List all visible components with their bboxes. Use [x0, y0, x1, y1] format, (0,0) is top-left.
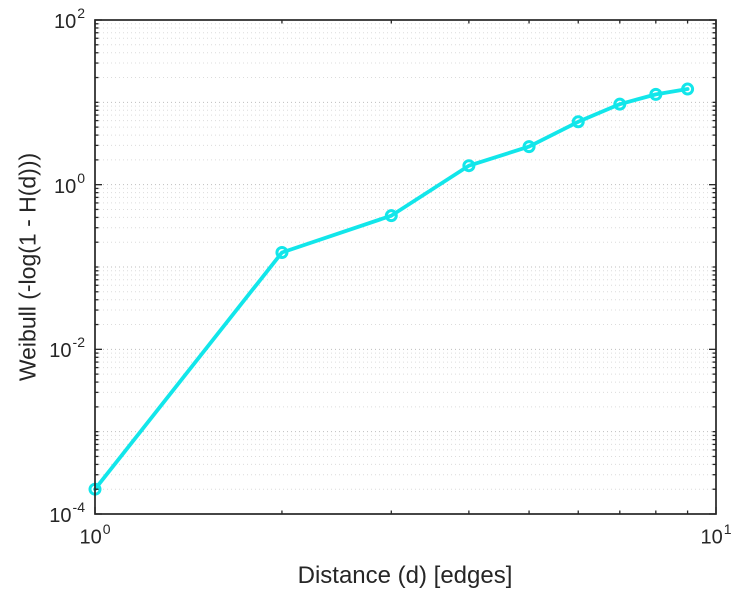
data-point-marker	[571, 115, 585, 129]
x-axis-label: Distance (d) [edges]	[297, 562, 513, 589]
data-point-marker	[275, 246, 289, 260]
data-point-marker	[649, 87, 663, 101]
data-point-marker	[462, 159, 476, 173]
y-tick-label: 100	[53, 169, 85, 198]
data-point-marker	[384, 209, 398, 223]
y-axis-label: Weibull (-log(1 - H(d)))	[14, 152, 41, 382]
data-point-marker	[681, 82, 695, 96]
x-tick-label: 101	[700, 520, 732, 549]
data-point-marker	[613, 97, 627, 111]
data-line	[93, 87, 690, 492]
axes-box	[94, 19, 717, 515]
y-tick-label: 102	[53, 5, 85, 33]
x-tick-label: 100	[79, 520, 111, 549]
y-tick-label: 10-4	[49, 499, 85, 527]
y-tick-label: 10-2	[49, 334, 85, 363]
data-point-marker	[522, 140, 536, 154]
